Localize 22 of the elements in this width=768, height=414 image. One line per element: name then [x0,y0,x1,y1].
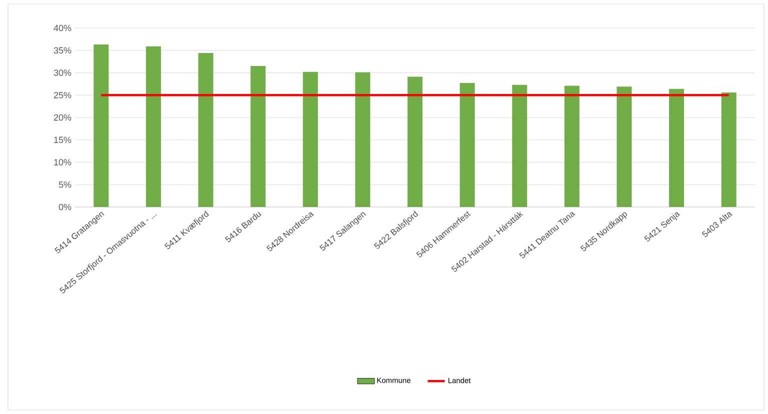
bar [94,44,109,207]
bar [721,92,736,207]
y-tick-label: 40% [54,24,72,32]
bar [408,76,423,207]
bar [512,84,528,207]
bar [302,72,318,207]
bar [616,86,632,207]
y-tick-label: 35% [54,47,72,54]
bar [250,66,266,207]
bar [669,88,684,207]
bar [146,46,161,207]
y-tick-label: 20% [54,114,72,121]
y-tick-label: 30% [54,70,72,76]
bar [198,53,214,207]
y-tick-label: 25% [54,92,72,98]
y-tick-label: 15% [54,136,72,144]
bar [460,83,475,207]
y-tick-label: 5% [58,181,72,188]
y-tick-label: 0% [58,204,72,210]
bar [355,72,370,207]
y-tick-label: 10% [54,159,72,166]
bar [564,86,580,207]
